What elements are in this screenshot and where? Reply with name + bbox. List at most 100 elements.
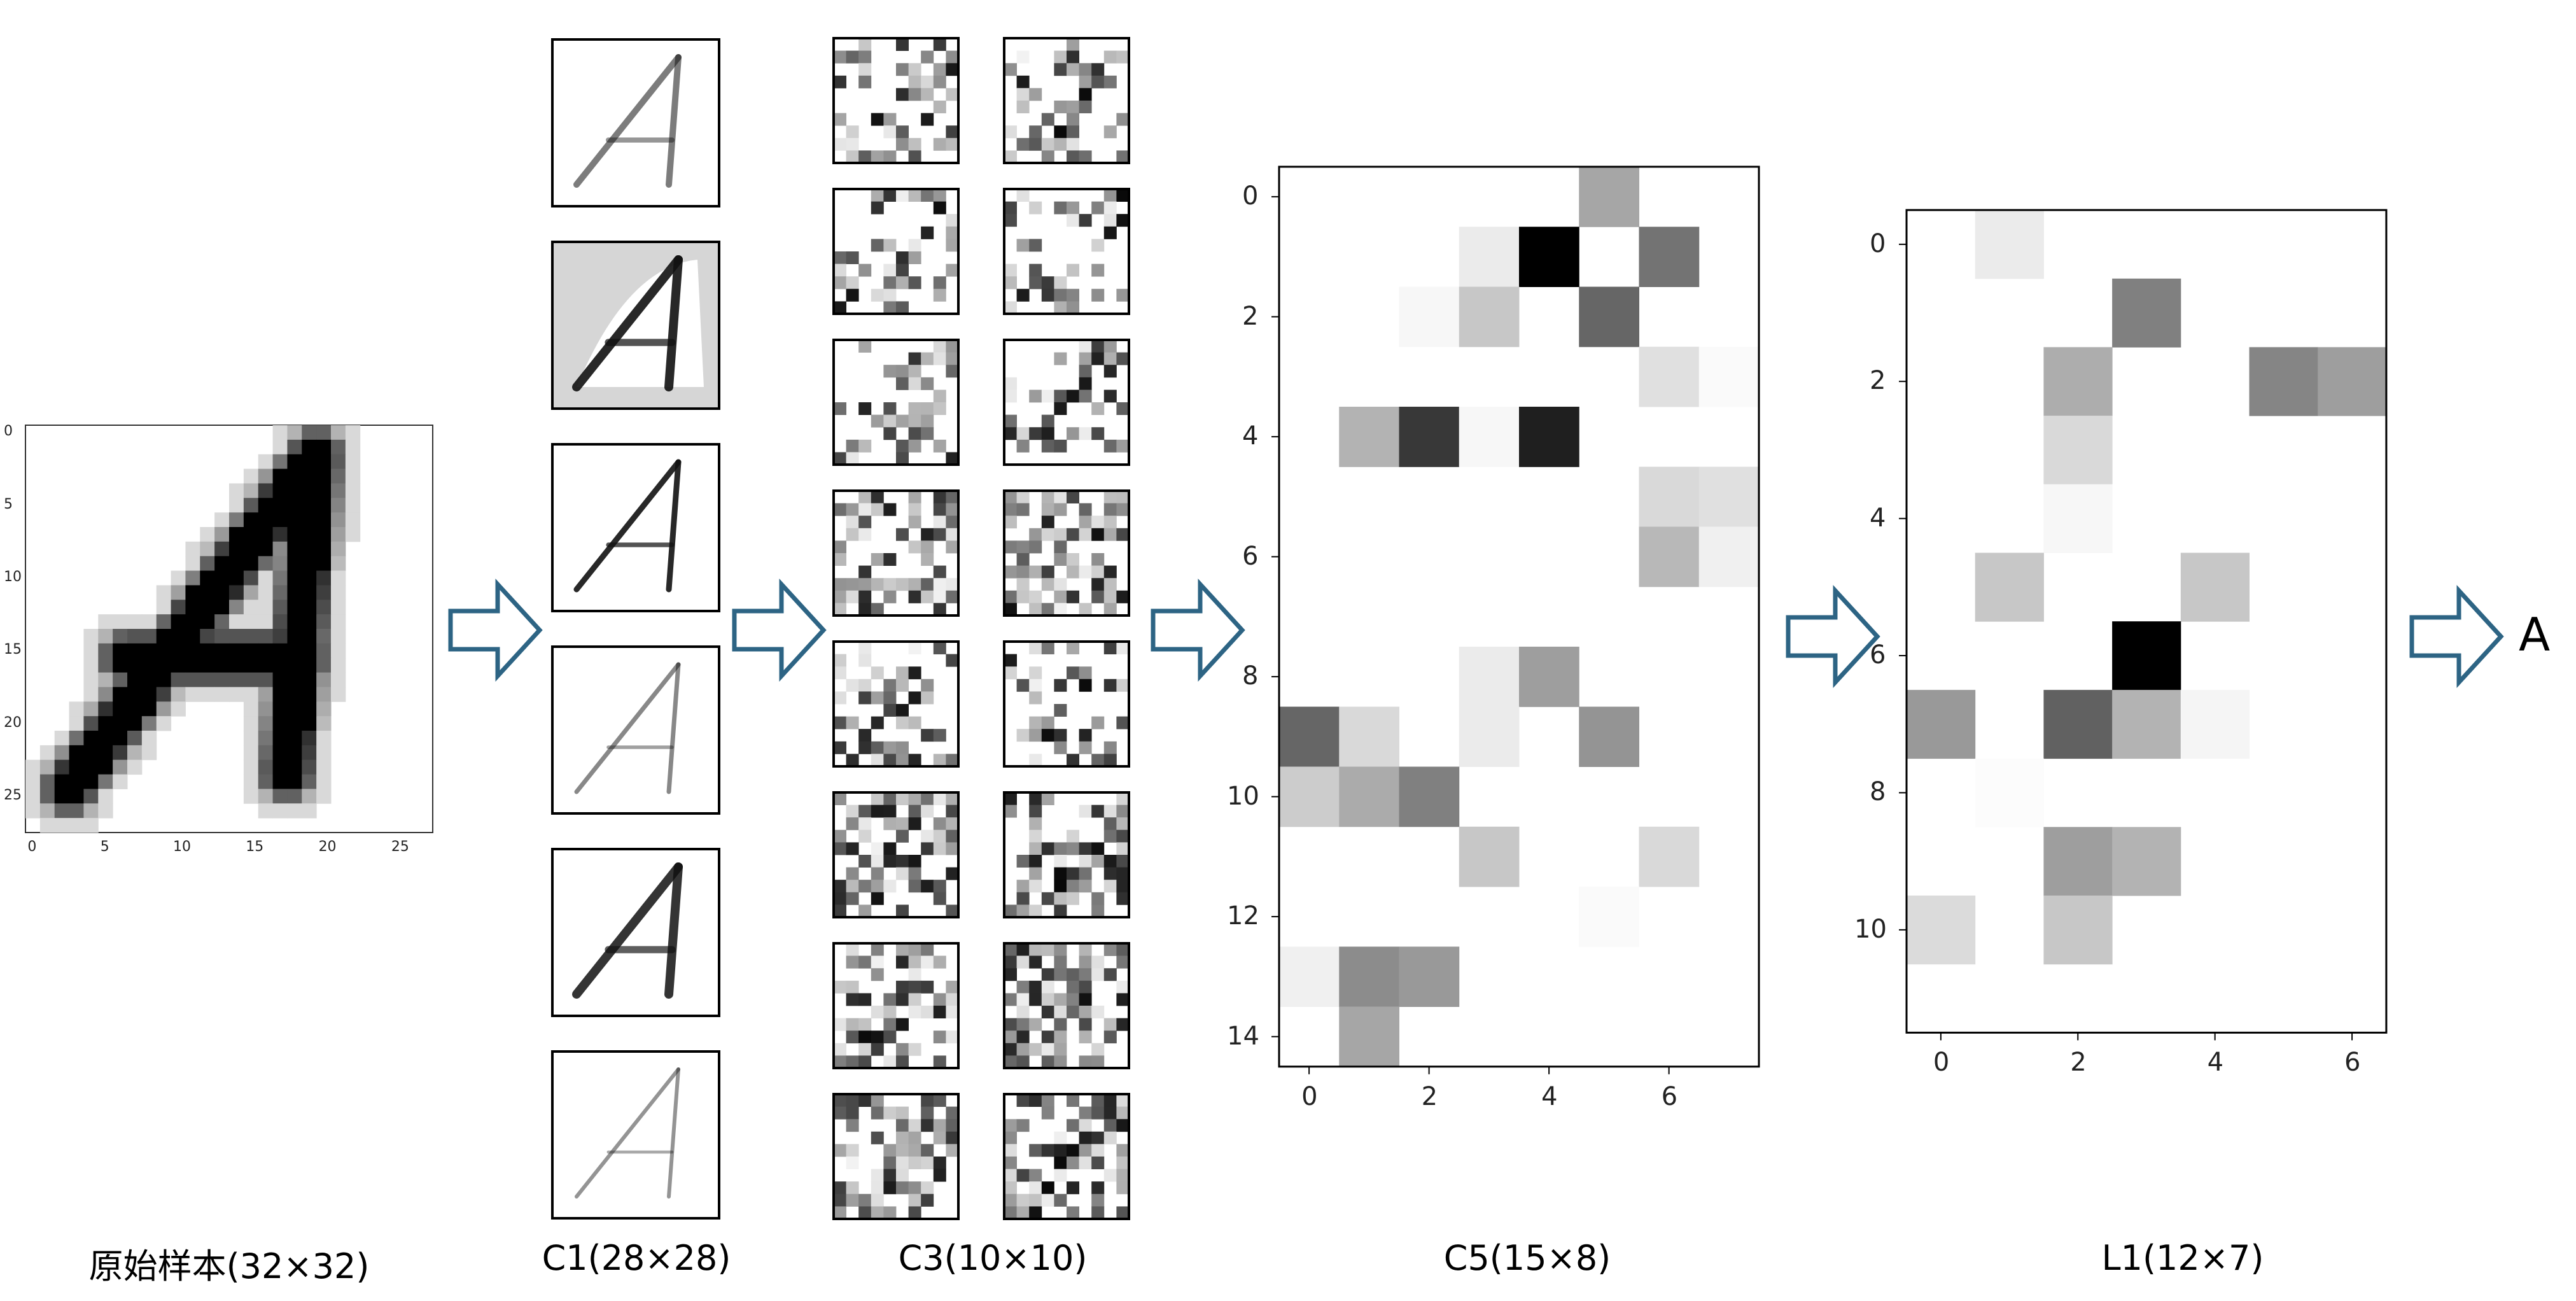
c3-pixel: [1041, 137, 1054, 151]
c3-pixel: [896, 414, 909, 428]
c3-pixel: [846, 578, 859, 591]
c3-pixel: [858, 805, 872, 818]
c3-pixel: [883, 125, 897, 139]
input-x-tick: 10: [173, 839, 191, 855]
c3-pixel: [1054, 679, 1067, 692]
c3-pixel: [921, 792, 934, 805]
c3-pixel: [858, 654, 872, 667]
c3-frame: [832, 489, 960, 617]
c3-pixel: [896, 1131, 909, 1144]
c3-pixel: [1029, 855, 1042, 868]
c3-pixel: [896, 792, 909, 805]
c3-pixel: [1067, 150, 1079, 164]
c3-pixel: [908, 427, 921, 440]
input-pixel: [98, 731, 113, 746]
c3-pixel: [1067, 666, 1079, 680]
input-pixel: [243, 774, 259, 789]
input-pixel: [302, 614, 317, 629]
c3-pixel: [1029, 792, 1042, 805]
input-pixel: [171, 701, 186, 717]
input-pixel: [113, 701, 128, 717]
input-pixel: [243, 498, 259, 513]
input-pixel: [98, 629, 113, 644]
c3-pixel: [896, 1119, 909, 1132]
c3-pixel: [883, 239, 897, 252]
input-pixel: [141, 745, 157, 761]
c3-pixel: [1004, 1144, 1017, 1157]
c3-pixel: [883, 1055, 897, 1069]
input-pixel: [258, 803, 274, 819]
c3-pixel: [1079, 352, 1092, 365]
input-pixel: [316, 570, 332, 586]
c3-pixel: [1091, 1144, 1105, 1157]
input-pixel: [258, 498, 274, 513]
c3-feature-map: [832, 791, 960, 918]
c3-pixel: [846, 1193, 859, 1207]
input-pixel: [302, 716, 317, 731]
c3-pixel: [846, 528, 859, 541]
caption-input: 原始样本(32×32): [88, 1246, 370, 1286]
c3-pixel: [1054, 904, 1067, 918]
c3-pixel: [846, 993, 859, 1006]
c3-pixel: [933, 1119, 946, 1132]
input-pixel: [331, 512, 346, 528]
c3-pixel: [1004, 1018, 1017, 1031]
c3-pixel: [1067, 427, 1079, 440]
input-pixel: [287, 759, 302, 775]
input-pixel: [243, 701, 259, 717]
c3-pixel: [1029, 842, 1042, 855]
input-pixel: [214, 600, 230, 615]
input-pixel: [39, 818, 55, 833]
c3-pixel: [1041, 993, 1054, 1006]
input-pixel: [316, 789, 332, 804]
c3-pixel: [1054, 1193, 1067, 1207]
input-pixel: [287, 687, 302, 702]
c3-pixel: [1067, 301, 1079, 314]
input-pixel: [98, 614, 113, 629]
c5-cell: [1339, 946, 1399, 1007]
c3-pixel: [1004, 1181, 1017, 1195]
c3-frame: [832, 791, 960, 918]
c3-pixel: [1016, 1018, 1030, 1031]
input-pixel: [243, 570, 259, 586]
c3-pixel: [1091, 805, 1105, 818]
c3-pixel: [1004, 590, 1017, 603]
input-pixel: [316, 731, 332, 746]
input-pixel: [258, 629, 274, 644]
c3-pixel: [933, 955, 946, 969]
c3-pixel: [846, 1018, 859, 1031]
input-pixel: [258, 468, 274, 484]
c3-pixel: [1067, 590, 1079, 603]
c3-pixel: [1029, 642, 1042, 654]
c3-pixel: [871, 578, 884, 591]
input-pixel: [69, 789, 84, 804]
c3-pixel: [871, 855, 884, 868]
c3-pixel: [1067, 980, 1079, 994]
c3-pixel: [908, 817, 921, 831]
c3-pixel: [1029, 829, 1042, 843]
c3-pixel: [1054, 402, 1067, 415]
c5-x-tick-label: 0: [1301, 1081, 1318, 1111]
c3-pixel: [1054, 729, 1067, 742]
c3-pixel: [1091, 427, 1105, 440]
c3-pixel: [908, 1181, 921, 1195]
c3-pixel: [1091, 1043, 1105, 1056]
input-pixel: [243, 614, 259, 629]
input-pixel: [156, 643, 172, 659]
c3-pixel: [1091, 968, 1105, 981]
c3-pixel: [1116, 867, 1130, 880]
input-pixel: [243, 716, 259, 731]
c3-pixel: [1004, 603, 1017, 616]
c3-pixel: [1054, 1043, 1067, 1056]
c3-pixel: [908, 1193, 921, 1207]
c3-pixel: [921, 578, 934, 591]
c3-pixel: [1116, 943, 1130, 956]
input-sample-panel: 0 5 10 15 20 25 0 5 10 15 20 25: [0, 0, 445, 891]
c3-pixel: [908, 189, 921, 202]
c3-pixel: [1029, 1043, 1042, 1056]
input-pixel: [272, 498, 288, 513]
c3-pixel: [1041, 1106, 1054, 1120]
input-pixel: [258, 614, 274, 629]
input-pixel: [171, 570, 186, 586]
c3-pixel: [896, 88, 909, 101]
